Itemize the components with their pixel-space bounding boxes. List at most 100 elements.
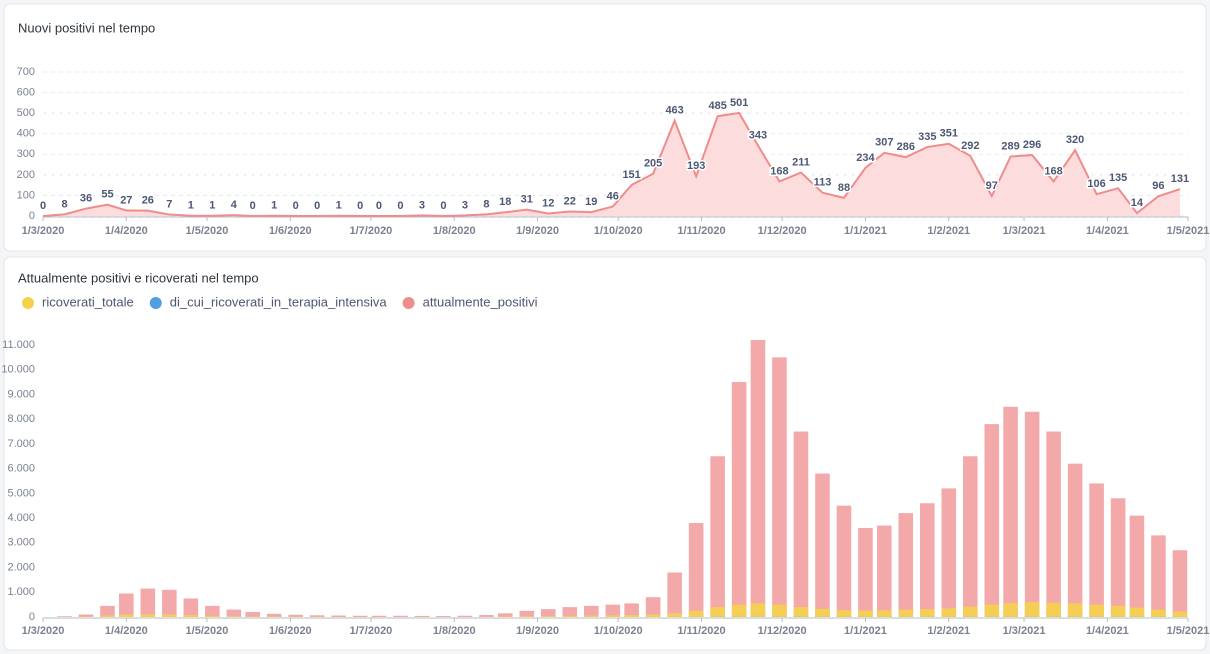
x-tick-label: 1/9/2020 [516,625,559,637]
legend-label: di_cui_ricoverati_in_terapia_intensiva [170,294,388,309]
bar [519,610,535,617]
x-tick-label: 1/3/2021 [1003,625,1046,637]
y-tick-label: 8.000 [7,413,35,425]
bar [1067,463,1083,617]
data-label: 26 [142,195,154,207]
x-tick-label: 1/12/2020 [758,225,807,237]
bar [1172,550,1188,617]
bar [919,503,935,617]
bar [710,456,725,617]
data-label: 97 [986,180,998,192]
x-tick-label: 1/6/2020 [269,225,312,237]
bar [162,589,177,617]
x-tick-label: 1/2/2021 [927,225,970,237]
data-label: 88 [838,182,850,194]
bar [624,615,639,617]
bar [1110,605,1126,617]
bar [750,603,766,617]
y-tick-label: 500 [17,107,35,119]
data-label: 205 [644,158,662,170]
y-tick-label: 2.000 [7,561,35,573]
data-label: 14 [1131,197,1144,209]
bar [498,613,513,617]
bar [78,614,94,617]
bar [1089,483,1104,617]
x-tick-label: 1/7/2020 [349,625,392,637]
bar [57,616,72,617]
data-label: 289 [1001,140,1019,152]
y-tick-label: 3.000 [7,537,35,549]
legend-label: attualmente_positivi [423,294,538,309]
data-label: 131 [1171,173,1189,185]
bar [119,593,134,617]
bar [541,616,556,617]
bar [710,607,725,617]
data-label: 1 [336,200,342,212]
bar [584,615,599,617]
bar [836,610,852,617]
bar [100,615,115,617]
bar [562,615,578,617]
data-label: 0 [250,200,256,212]
bar [1067,603,1083,617]
bar [605,604,621,617]
data-label: 0 [314,200,320,212]
data-label: 36 [80,192,92,204]
data-label: 3 [462,199,468,211]
bar [815,473,830,617]
x-tick-label: 1/5/2021 [1167,225,1210,237]
bar [919,609,935,617]
y-tick-label: 4.000 [7,512,35,524]
data-label: 0 [40,200,46,212]
bar [772,604,787,617]
bar [562,607,578,617]
data-label: 286 [897,141,915,153]
x-tick-label: 1/4/2020 [105,225,148,237]
bar [436,616,451,617]
data-label: 292 [961,140,979,152]
bar [941,608,957,617]
data-label: 31 [521,194,533,206]
y-tick-label: 9.000 [7,388,35,400]
x-tick-label: 1/4/2021 [1086,625,1129,637]
bar [1172,611,1188,617]
bar [352,615,368,617]
data-label: 0 [376,200,382,212]
bar [140,588,156,617]
data-label: 46 [607,190,619,202]
data-label: 168 [1044,165,1062,177]
data-label: 27 [120,194,132,206]
data-label: 343 [749,129,767,141]
data-label: 296 [1023,139,1041,151]
chart-title: Nuovi positivi nel tempo [18,20,155,35]
legend-label: ricoverati_totale [42,294,134,309]
y-tick-label: 200 [17,169,35,181]
y-tick-label: 0 [29,210,35,222]
data-label: 351 [940,128,958,140]
x-tick-label: 1/9/2020 [516,225,559,237]
data-label: 307 [875,137,893,149]
x-tick-label: 1/8/2020 [433,225,476,237]
y-tick-label: 400 [17,128,35,140]
bar [266,613,282,617]
x-tick-label: 1/8/2020 [433,625,476,637]
data-label: 151 [622,169,640,181]
y-tick-label: 10.000 [1,364,35,376]
x-tick-label: 1/5/2020 [186,625,229,637]
bar [815,608,830,617]
bar [858,527,873,617]
data-label: 135 [1109,172,1127,184]
bar [898,513,914,617]
x-tick-label: 1/6/2020 [269,625,312,637]
x-tick-label: 1/5/2021 [1167,625,1210,637]
y-tick-label: 11.000 [2,339,35,351]
legend-swatch [402,297,415,309]
x-tick-label: 1/7/2020 [349,225,392,237]
data-label: 168 [770,165,788,177]
bar [984,424,1000,617]
data-label: 4 [231,199,238,211]
bar [479,615,494,617]
data-label: 0 [293,200,299,212]
data-label: 3 [419,199,425,211]
bar [393,615,408,617]
